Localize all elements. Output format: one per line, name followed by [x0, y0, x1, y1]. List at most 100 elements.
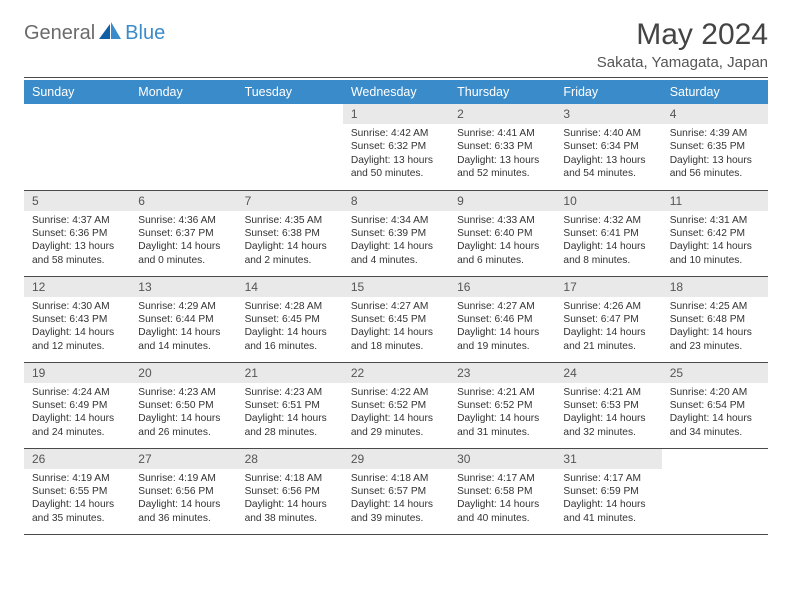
calendar-day-cell: 1Sunrise: 4:42 AMSunset: 6:32 PMDaylight…	[343, 104, 449, 190]
day-number: 18	[662, 277, 768, 297]
calendar-week-row: 26Sunrise: 4:19 AMSunset: 6:55 PMDayligh…	[24, 448, 768, 534]
calendar-day-cell: 24Sunrise: 4:21 AMSunset: 6:53 PMDayligh…	[555, 362, 661, 448]
day-details: Sunrise: 4:26 AMSunset: 6:47 PMDaylight:…	[555, 297, 661, 358]
calendar-day-cell: 19Sunrise: 4:24 AMSunset: 6:49 PMDayligh…	[24, 362, 130, 448]
brand-sail-icon	[99, 22, 121, 45]
day-number: 14	[237, 277, 343, 297]
day-number: 30	[449, 449, 555, 469]
weekday-header: Monday	[130, 80, 236, 104]
day-details: Sunrise: 4:30 AMSunset: 6:43 PMDaylight:…	[24, 297, 130, 358]
calendar-day-cell: 27Sunrise: 4:19 AMSunset: 6:56 PMDayligh…	[130, 448, 236, 534]
day-number: 6	[130, 191, 236, 211]
day-number: 20	[130, 363, 236, 383]
day-number: 21	[237, 363, 343, 383]
calendar-day-cell: 31Sunrise: 4:17 AMSunset: 6:59 PMDayligh…	[555, 448, 661, 534]
day-number: 15	[343, 277, 449, 297]
calendar-week-row: 5Sunrise: 4:37 AMSunset: 6:36 PMDaylight…	[24, 190, 768, 276]
day-number: 26	[24, 449, 130, 469]
calendar-day-cell: 3Sunrise: 4:40 AMSunset: 6:34 PMDaylight…	[555, 104, 661, 190]
calendar-day-cell: 30Sunrise: 4:17 AMSunset: 6:58 PMDayligh…	[449, 448, 555, 534]
day-details: Sunrise: 4:21 AMSunset: 6:53 PMDaylight:…	[555, 383, 661, 444]
title-block: May 2024 Sakata, Yamagata, Japan	[597, 18, 768, 71]
calendar-day-cell: 20Sunrise: 4:23 AMSunset: 6:50 PMDayligh…	[130, 362, 236, 448]
day-number: 3	[555, 104, 661, 124]
calendar-day-cell: 26Sunrise: 4:19 AMSunset: 6:55 PMDayligh…	[24, 448, 130, 534]
day-details: Sunrise: 4:39 AMSunset: 6:35 PMDaylight:…	[662, 124, 768, 185]
day-number: 29	[343, 449, 449, 469]
calendar-page: General Blue May 2024 Sakata, Yamagata, …	[0, 0, 792, 555]
day-details: Sunrise: 4:31 AMSunset: 6:42 PMDaylight:…	[662, 211, 768, 272]
brand-word-2: Blue	[125, 22, 165, 45]
calendar-day-cell: 21Sunrise: 4:23 AMSunset: 6:51 PMDayligh…	[237, 362, 343, 448]
calendar-day-cell: 13Sunrise: 4:29 AMSunset: 6:44 PMDayligh…	[130, 276, 236, 362]
calendar-day-cell	[237, 104, 343, 190]
calendar-day-cell: 11Sunrise: 4:31 AMSunset: 6:42 PMDayligh…	[662, 190, 768, 276]
calendar-day-cell: 14Sunrise: 4:28 AMSunset: 6:45 PMDayligh…	[237, 276, 343, 362]
location-subtitle: Sakata, Yamagata, Japan	[597, 54, 768, 71]
page-header: General Blue May 2024 Sakata, Yamagata, …	[24, 18, 768, 71]
day-number: 8	[343, 191, 449, 211]
day-number: 23	[449, 363, 555, 383]
weekday-header: Friday	[555, 80, 661, 104]
day-number: 31	[555, 449, 661, 469]
day-details: Sunrise: 4:27 AMSunset: 6:46 PMDaylight:…	[449, 297, 555, 358]
day-details: Sunrise: 4:41 AMSunset: 6:33 PMDaylight:…	[449, 124, 555, 185]
calendar-day-cell: 10Sunrise: 4:32 AMSunset: 6:41 PMDayligh…	[555, 190, 661, 276]
day-details: Sunrise: 4:37 AMSunset: 6:36 PMDaylight:…	[24, 211, 130, 272]
day-details: Sunrise: 4:34 AMSunset: 6:39 PMDaylight:…	[343, 211, 449, 272]
calendar-day-cell: 18Sunrise: 4:25 AMSunset: 6:48 PMDayligh…	[662, 276, 768, 362]
weekday-header: Thursday	[449, 80, 555, 104]
calendar-table: Sunday Monday Tuesday Wednesday Thursday…	[24, 80, 768, 535]
header-rule	[24, 77, 768, 78]
brand-word-1: General	[24, 22, 95, 45]
calendar-day-cell: 23Sunrise: 4:21 AMSunset: 6:52 PMDayligh…	[449, 362, 555, 448]
day-details: Sunrise: 4:19 AMSunset: 6:55 PMDaylight:…	[24, 469, 130, 530]
day-number: 11	[662, 191, 768, 211]
calendar-day-cell: 6Sunrise: 4:36 AMSunset: 6:37 PMDaylight…	[130, 190, 236, 276]
calendar-day-cell: 28Sunrise: 4:18 AMSunset: 6:56 PMDayligh…	[237, 448, 343, 534]
calendar-day-cell: 29Sunrise: 4:18 AMSunset: 6:57 PMDayligh…	[343, 448, 449, 534]
calendar-day-cell: 5Sunrise: 4:37 AMSunset: 6:36 PMDaylight…	[24, 190, 130, 276]
month-title: May 2024	[597, 18, 768, 52]
day-details: Sunrise: 4:19 AMSunset: 6:56 PMDaylight:…	[130, 469, 236, 530]
day-number: 28	[237, 449, 343, 469]
weekday-header: Wednesday	[343, 80, 449, 104]
day-number: 5	[24, 191, 130, 211]
day-number: 12	[24, 277, 130, 297]
calendar-day-cell: 25Sunrise: 4:20 AMSunset: 6:54 PMDayligh…	[662, 362, 768, 448]
day-details: Sunrise: 4:25 AMSunset: 6:48 PMDaylight:…	[662, 297, 768, 358]
day-details: Sunrise: 4:18 AMSunset: 6:57 PMDaylight:…	[343, 469, 449, 530]
day-number: 13	[130, 277, 236, 297]
calendar-day-cell: 9Sunrise: 4:33 AMSunset: 6:40 PMDaylight…	[449, 190, 555, 276]
day-details: Sunrise: 4:35 AMSunset: 6:38 PMDaylight:…	[237, 211, 343, 272]
day-number: 25	[662, 363, 768, 383]
day-number: 17	[555, 277, 661, 297]
calendar-day-cell: 17Sunrise: 4:26 AMSunset: 6:47 PMDayligh…	[555, 276, 661, 362]
calendar-week-row: 12Sunrise: 4:30 AMSunset: 6:43 PMDayligh…	[24, 276, 768, 362]
day-details: Sunrise: 4:20 AMSunset: 6:54 PMDaylight:…	[662, 383, 768, 444]
brand-logo: General Blue	[24, 18, 165, 45]
day-number: 19	[24, 363, 130, 383]
day-details: Sunrise: 4:27 AMSunset: 6:45 PMDaylight:…	[343, 297, 449, 358]
weekday-header: Sunday	[24, 80, 130, 104]
day-details: Sunrise: 4:17 AMSunset: 6:58 PMDaylight:…	[449, 469, 555, 530]
day-number: 1	[343, 104, 449, 124]
day-details: Sunrise: 4:42 AMSunset: 6:32 PMDaylight:…	[343, 124, 449, 185]
day-number: 24	[555, 363, 661, 383]
day-details: Sunrise: 4:28 AMSunset: 6:45 PMDaylight:…	[237, 297, 343, 358]
calendar-day-cell: 8Sunrise: 4:34 AMSunset: 6:39 PMDaylight…	[343, 190, 449, 276]
calendar-day-cell	[130, 104, 236, 190]
day-details: Sunrise: 4:18 AMSunset: 6:56 PMDaylight:…	[237, 469, 343, 530]
day-details: Sunrise: 4:32 AMSunset: 6:41 PMDaylight:…	[555, 211, 661, 272]
day-number: 22	[343, 363, 449, 383]
weekday-row: Sunday Monday Tuesday Wednesday Thursday…	[24, 80, 768, 104]
calendar-day-cell: 16Sunrise: 4:27 AMSunset: 6:46 PMDayligh…	[449, 276, 555, 362]
day-number: 4	[662, 104, 768, 124]
calendar-day-cell: 4Sunrise: 4:39 AMSunset: 6:35 PMDaylight…	[662, 104, 768, 190]
day-number: 9	[449, 191, 555, 211]
calendar-body: 1Sunrise: 4:42 AMSunset: 6:32 PMDaylight…	[24, 104, 768, 534]
calendar-day-cell: 12Sunrise: 4:30 AMSunset: 6:43 PMDayligh…	[24, 276, 130, 362]
day-number: 2	[449, 104, 555, 124]
calendar-week-row: 19Sunrise: 4:24 AMSunset: 6:49 PMDayligh…	[24, 362, 768, 448]
calendar-day-cell	[24, 104, 130, 190]
